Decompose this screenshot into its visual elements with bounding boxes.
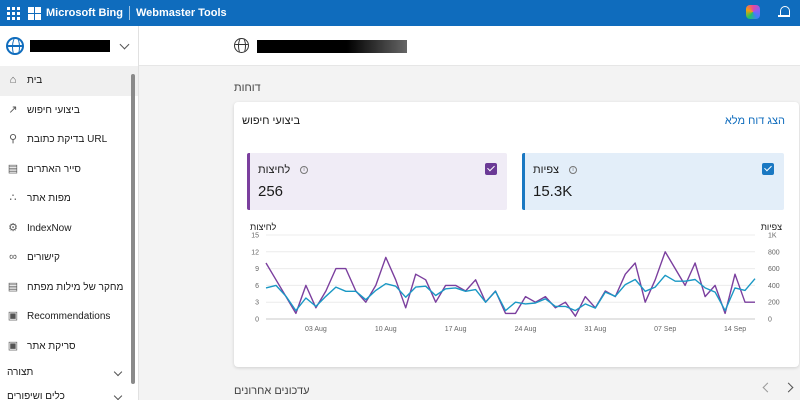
sidebar-item-label: בית [27,75,43,87]
sidebar-item-sitemaps[interactable]: ∴ מפות אתר [0,184,138,214]
sidebar-item-search-performance[interactable]: ↗ ביצועי חיפוש [0,96,138,126]
microsoft-logo-icon [28,6,41,20]
impressions-series-line [265,274,756,312]
sidebar-item-label: IndexNow [27,222,72,234]
clicks-label: לחיצות [258,164,291,176]
clipboard-icon: ▣ [7,339,19,352]
clicks-series-line [265,251,755,317]
sidebar-item-label: סריקת אתר [27,340,76,352]
y-left-tick-label: 12 [251,249,259,256]
impressions-label: צפיות [533,164,560,176]
y-right-axis-title: צפיות [761,222,782,232]
document-icon: ▤ [7,162,19,175]
sitemap-icon: ∴ [9,192,17,205]
home-icon: ⌂ [9,74,17,87]
y-left-tick-label: 3 [255,300,259,307]
chevron-left-icon[interactable] [762,382,773,393]
y-left-tick-label: 6 [255,283,259,290]
card-title: ביצועי חיפוש [242,115,301,127]
sidebar-item-indexnow[interactable]: ⚙ IndexNow [0,214,138,244]
sidebar-item-keyword-research[interactable]: ▤ מחקר של מילות מפתח [0,273,138,303]
link-icon: ∞ [9,251,17,264]
y-left-tick-label: 9 [255,266,259,273]
bell-icon[interactable] [778,5,790,19]
x-tick-label: 24 Aug [515,326,537,333]
site-picker[interactable] [0,26,138,66]
recent-updates-title: עדכונים אחרונים [234,385,310,397]
y-right-tick-label: 200 [768,300,780,307]
sidebar-item-url-inspection[interactable]: ⚲ בדיקת כתובת URL [0,125,138,155]
globe-icon [234,38,249,53]
x-tick-label: 03 Aug [305,326,327,333]
gear-icon: ⚙ [8,221,18,234]
trend-icon: ↗ [8,103,18,116]
y-left-tick-label: 0 [255,317,259,324]
redacted-site-url [257,40,407,53]
sidebar-group-label: תצורה [7,366,34,378]
top-bar: Microsoft Bing Webmaster Tools [0,0,800,26]
clipboard-icon: ▣ [7,310,19,323]
section-title: דוחות [234,82,261,94]
x-tick-label: 07 Sep [654,326,676,333]
y-right-tick-label: 0 [768,317,772,324]
y-right-tick-label: 400 [768,283,780,290]
sidebar-item-home[interactable]: ⌂ בית [0,66,138,96]
sidebar-item-label: ביצועי חיפוש [27,104,80,116]
sidebar-scrollbar[interactable] [131,74,135,384]
clicks-metric-tile[interactable]: לחיצות i 256 [247,153,507,210]
clicks-value: 256 [258,183,284,200]
x-tick-label: 10 Aug [375,326,397,333]
search-icon: ⚲ [8,133,18,146]
sidebar: ⌂ בית ↗ ביצועי חיפוש ⚲ בדיקת כתובת URL ▤… [0,26,139,400]
sidebar-item-recommendations[interactable]: ▣ Recommendations [0,302,138,332]
page-header [139,26,800,66]
sidebar-group-tools[interactable]: כלים ושיפורים [0,384,138,400]
y-left-tick-label: 15 [251,233,259,240]
brand-divider [129,6,130,20]
sidebar-group-configuration[interactable]: תצורה [0,360,138,384]
sidebar-item-label: מפות אתר [27,193,71,205]
chevron-down-icon [113,391,123,400]
sidebar-group-label: כלים ושיפורים [7,390,65,400]
copilot-icon[interactable] [746,5,760,19]
x-tick-label: 31 Aug [584,326,606,333]
search-performance-card: ביצועי חיפוש הצג דוח מלא לחיצות i 256 צפ… [234,102,799,367]
info-icon[interactable]: i [569,166,577,174]
impressions-checkbox[interactable] [762,163,774,175]
chevron-right-icon[interactable] [783,382,794,393]
sidebar-item-label: קישורים [27,252,60,264]
clicks-checkbox[interactable] [485,163,497,175]
y-right-tick-label: 800 [768,249,780,256]
sidebar-item-backlinks[interactable]: ∞ קישורים [0,243,138,273]
waffle-icon [6,6,20,20]
chevron-down-icon [113,367,123,377]
recent-updates-pager [762,382,794,393]
impressions-value: 15.3K [533,183,573,200]
sidebar-item-label: Recommendations [27,311,111,323]
sidebar-item-label: בדיקת כתובת URL [27,134,108,146]
redacted-site-name [30,40,110,52]
sidebar-nav: ⌂ בית ↗ ביצועי חיפוש ⚲ בדיקת כתובת URL ▤… [0,66,138,361]
y-right-tick-label: 600 [768,266,780,273]
y-right-tick-label: 1K [768,233,777,240]
x-tick-label: 17 Aug [445,326,467,333]
app-launcher-button[interactable] [0,0,26,26]
performance-chart: לחיצות צפיות 15 1K 12 800 9 600 6 400 3 200 0 0 03 Aug… [250,222,782,333]
product-name[interactable]: Webmaster Tools [136,7,227,19]
y-left-axis-title: לחיצות [250,222,277,232]
document-icon: ▤ [7,280,19,293]
sidebar-item-site-explorer[interactable]: ▤ סייר האתרים [0,155,138,185]
sidebar-item-site-scan[interactable]: ▣ סריקת אתר [0,332,138,362]
sidebar-item-label: מחקר של מילות מפתח [27,281,124,293]
globe-icon [6,37,24,55]
chevron-down-icon[interactable] [119,39,130,50]
brand-name[interactable]: Microsoft Bing [46,7,123,19]
sidebar-item-label: סייר האתרים [27,163,81,175]
view-full-report-link[interactable]: הצג דוח מלא [724,115,785,127]
x-tick-label: 14 Sep [724,326,746,333]
impressions-metric-tile[interactable]: צפיות i 15.3K [522,153,784,210]
info-icon[interactable]: i [300,166,308,174]
